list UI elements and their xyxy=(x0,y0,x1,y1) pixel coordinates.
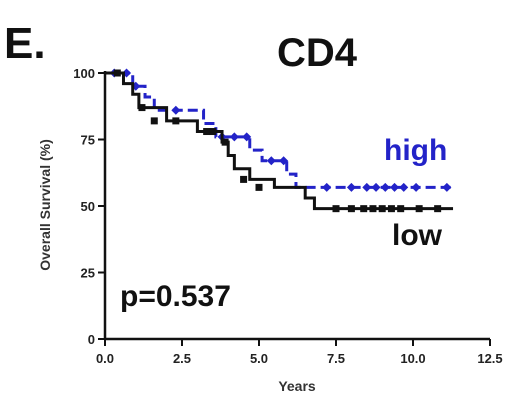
censor-mark-high xyxy=(442,182,452,192)
x-tick-label: 12.5 xyxy=(477,351,502,366)
censor-mark-low xyxy=(332,205,340,213)
axes-layer: 0.0 2.5 5.0 7.5 10.0 12.5 0 25 50 75 100 xyxy=(73,66,502,366)
censor-mark-low xyxy=(209,128,217,136)
censor-mark-low xyxy=(360,205,368,213)
x-tick-label: 5.0 xyxy=(250,351,268,366)
censor-mark-low xyxy=(221,138,229,146)
censor-mark-low xyxy=(369,205,377,213)
censor-mark-low xyxy=(378,205,386,213)
censor-mark-high xyxy=(390,182,400,192)
censor-mark-high xyxy=(266,156,276,166)
censor-mark-high xyxy=(242,132,252,142)
series-high xyxy=(105,68,454,192)
censor-mark-high xyxy=(371,182,381,192)
chart-title: CD4 xyxy=(277,31,358,75)
censor-mark-low xyxy=(203,128,211,136)
censor-mark-high xyxy=(399,182,409,192)
censor-mark-low xyxy=(138,104,146,112)
censor-mark-low xyxy=(172,117,180,125)
y-axis-title: Overall Survival (%) xyxy=(37,139,53,271)
series-layer xyxy=(105,68,454,213)
y-tick-label: 50 xyxy=(81,199,95,214)
x-tick-label: 7.5 xyxy=(327,351,345,366)
censor-mark-high xyxy=(322,182,332,192)
censor-mark-high xyxy=(171,105,181,115)
censor-mark-high xyxy=(279,156,289,166)
censor-mark-low xyxy=(387,205,395,213)
censor-mark-low xyxy=(347,205,355,213)
censor-mark-low xyxy=(150,117,158,125)
survival-curve-high xyxy=(105,71,454,189)
censor-mark-low xyxy=(240,175,248,183)
x-tick-label: 2.5 xyxy=(173,351,191,366)
p-value-annotation: p=0.537 xyxy=(120,280,231,313)
series-low xyxy=(105,69,454,213)
censor-mark-high xyxy=(362,182,372,192)
series-label-high: high xyxy=(384,134,447,167)
y-tick-label: 0 xyxy=(88,332,95,347)
censor-mark-high xyxy=(411,182,421,192)
x-axis-title: Years xyxy=(278,378,316,394)
censor-mark-low xyxy=(415,205,423,213)
x-tick-label: 0.0 xyxy=(96,351,114,366)
censor-mark-low xyxy=(113,69,121,77)
censor-mark-low xyxy=(255,183,263,191)
censor-mark-high xyxy=(346,182,356,192)
series-label-low: low xyxy=(392,219,443,252)
censor-mark-low xyxy=(397,205,405,213)
panel-label: E. xyxy=(4,19,46,68)
censor-mark-high xyxy=(380,182,390,192)
y-tick-label: 25 xyxy=(81,266,95,281)
censor-mark-high xyxy=(229,132,239,142)
x-tick-label: 10.0 xyxy=(400,351,425,366)
y-tick-label: 75 xyxy=(81,133,95,148)
y-tick-label: 100 xyxy=(73,66,95,81)
censor-mark-low xyxy=(434,205,442,213)
